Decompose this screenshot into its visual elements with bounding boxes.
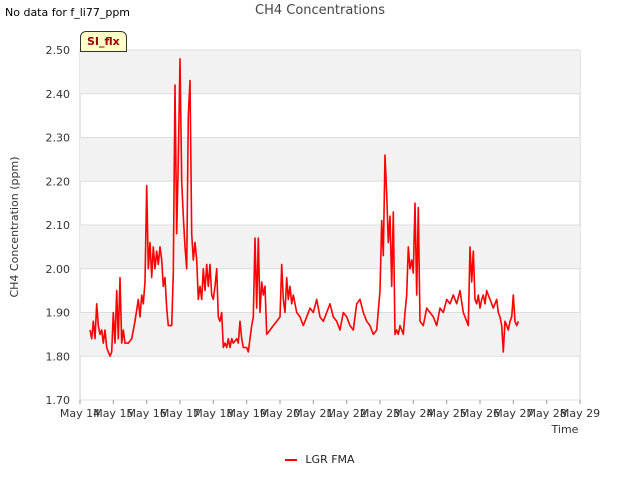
y-tick-label: 1.90 xyxy=(46,307,71,320)
gridlines xyxy=(80,49,580,401)
x-tick-label: May 29 xyxy=(560,407,600,420)
x-tick-label: May 28 xyxy=(527,407,567,420)
site-badge[interactable]: SI_flx xyxy=(80,31,127,52)
y-axis-label: CH4 Concentration (ppm) xyxy=(8,156,21,297)
x-tick-label: May 18 xyxy=(193,407,233,420)
y-tick-label: 1.80 xyxy=(46,350,71,363)
x-tick-label: May 22 xyxy=(327,407,367,420)
x-tick-label: May 16 xyxy=(127,407,167,420)
x-tick-label: May 24 xyxy=(393,407,433,420)
x-tick-label: May 17 xyxy=(160,407,200,420)
series-line-lgr-fma xyxy=(89,58,520,357)
legend: LGR FMA xyxy=(0,453,640,466)
x-tick-label: May 23 xyxy=(360,407,400,420)
no-data-message: No data for f_li77_ppm xyxy=(5,6,131,19)
y-tick-label: 2.00 xyxy=(46,263,71,276)
plot-background xyxy=(79,49,581,401)
y-tick-label: 2.50 xyxy=(46,44,71,57)
y-tick-label: 2.40 xyxy=(46,88,71,101)
y-tick-label: 2.30 xyxy=(46,132,71,145)
plot-band xyxy=(80,225,580,269)
x-tick-label: May 21 xyxy=(293,407,333,420)
plot-band xyxy=(80,312,580,357)
x-tick-label: May 25 xyxy=(427,407,467,420)
x-axis-label: Time xyxy=(551,423,579,436)
plot-band xyxy=(80,50,580,94)
x-tick-label: May 27 xyxy=(493,407,533,420)
legend-label-lgr-fma: LGR FMA xyxy=(305,453,355,466)
legend-swatch-lgr-fma xyxy=(285,459,298,461)
x-tick-label: May 19 xyxy=(227,407,267,420)
plot-band xyxy=(80,137,580,182)
chart-title: CH4 Concentrations xyxy=(255,3,385,18)
y-tick-label: 2.10 xyxy=(46,219,71,232)
x-tick-label: May 15 xyxy=(93,407,133,420)
x-tick-label: May 26 xyxy=(460,407,500,420)
x-tick-label: May 20 xyxy=(260,407,300,420)
x-tick-label: May 14 xyxy=(60,407,100,420)
y-axis-ticks: 1.70 1.80 1.90 2.00 2.10 2.20 2.30 2.40 2.50 xyxy=(46,44,71,407)
y-tick-label: 1.70 xyxy=(46,394,71,407)
y-tick-label: 2.20 xyxy=(46,175,71,188)
series-group xyxy=(89,58,520,357)
